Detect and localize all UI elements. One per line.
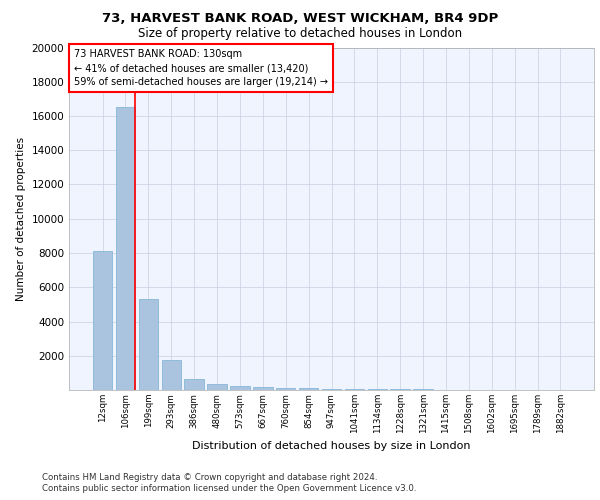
Bar: [161, 360, 181, 390]
X-axis label: Distribution of detached houses by size in London: Distribution of detached houses by size …: [192, 442, 471, 452]
Text: Contains HM Land Registry data © Crown copyright and database right 2024.: Contains HM Land Registry data © Crown c…: [42, 472, 377, 482]
Y-axis label: Number of detached properties: Number of detached properties: [16, 136, 26, 301]
Bar: [368, 389, 387, 390]
Bar: [230, 386, 250, 390]
Bar: [116, 108, 135, 390]
Text: 73, HARVEST BANK ROAD, WEST WICKHAM, BR4 9DP: 73, HARVEST BANK ROAD, WEST WICKHAM, BR4…: [102, 12, 498, 26]
Bar: [208, 384, 227, 390]
Text: 73 HARVEST BANK ROAD: 130sqm
← 41% of detached houses are smaller (13,420)
59% o: 73 HARVEST BANK ROAD: 130sqm ← 41% of de…: [74, 49, 328, 87]
Text: Size of property relative to detached houses in London: Size of property relative to detached ho…: [138, 28, 462, 40]
Text: Contains public sector information licensed under the Open Government Licence v3: Contains public sector information licen…: [42, 484, 416, 493]
Bar: [322, 388, 341, 390]
Bar: [253, 387, 272, 390]
Bar: [299, 388, 319, 390]
Bar: [344, 389, 364, 390]
Bar: [139, 299, 158, 390]
Bar: [93, 252, 112, 390]
Bar: [276, 388, 295, 390]
Bar: [184, 380, 204, 390]
